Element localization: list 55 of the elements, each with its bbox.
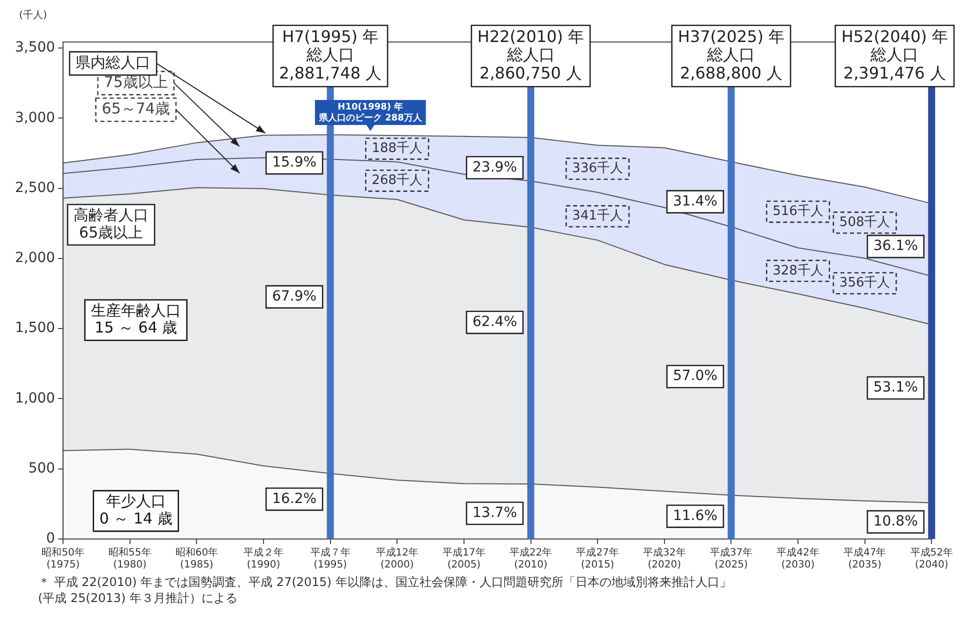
series-label: 年少人口 0 ～ 14 歳 — [99, 492, 172, 528]
x-tick-label: 平成42年 (2030) — [776, 546, 820, 571]
annotation: 31.4% — [672, 193, 718, 210]
annotation: 16.2% — [272, 490, 317, 507]
ref-line-label: H52(2040) 年総人口2,391,476 人 — [841, 26, 948, 83]
x-tick-label: 平成22年 (2010) — [509, 546, 552, 571]
y-tick-label: 3,000 — [14, 110, 56, 126]
data-label: 268千人 — [372, 173, 423, 188]
series-label: 生産年齢人口 15 ～ 64 歳 — [90, 301, 181, 337]
x-tick-label: 平成７年 (1995) — [310, 546, 350, 571]
x-tick-label: 平成32年 (2020) — [643, 546, 686, 571]
text: 75歳以上 — [104, 72, 168, 91]
y-tick-label: 2,500 — [14, 180, 56, 196]
annotation: 23.9% — [472, 159, 518, 176]
annotation: H10(1998) 年県人口のピーク 288万人 — [318, 101, 423, 124]
y-tick-label: 3,500 — [14, 40, 56, 56]
y-tick-label: 500 — [28, 460, 56, 476]
x-tick-label: 平成27年 (2015) — [576, 546, 619, 571]
data-label: 341千人 — [572, 208, 623, 224]
ref-line-label: H37(2025) 年総人口2,688,800 人 — [678, 26, 785, 83]
annotation: 67.9% — [272, 288, 317, 305]
y-tick-label: 1,500 — [14, 320, 56, 336]
annotation: 62.4% — [472, 314, 518, 330]
annotation: 10.8% — [873, 514, 918, 530]
annotation: 57.0% — [672, 368, 718, 384]
ref-line-label: H7(1995) 年総人口2,881,748 人 — [279, 26, 382, 83]
annotation: 36.1% — [873, 238, 918, 254]
text: 65～74歳 — [102, 100, 170, 118]
y-tick-label: 2,000 — [14, 250, 56, 266]
annotation: 15.9% — [272, 154, 317, 171]
x-tick-label: 平成12年 (2000) — [376, 546, 419, 571]
y-tick-label: 1,000 — [14, 390, 56, 406]
data-label: 516千人 — [772, 204, 824, 220]
x-tick-label: 平成17年 (2005) — [442, 546, 486, 571]
data-label: 508千人 — [839, 215, 890, 230]
data-label: 336千人 — [572, 161, 623, 176]
x-tick-label: 平成37年 (2025) — [710, 546, 753, 571]
annotation: 高齢者人口 65歳以上 — [74, 206, 149, 242]
x-tick-label: 平成47年 (2035) — [843, 546, 886, 571]
y-tick-label: 0 — [46, 530, 56, 547]
annotation: 県内総人口 — [76, 53, 151, 72]
annotation: 11.6% — [672, 508, 718, 524]
annotation: 53.1% — [873, 380, 918, 396]
x-tick-label: 平成52年 (2040) — [910, 546, 954, 571]
annotation: 13.7% — [472, 504, 518, 521]
ref-line-label: H22(2010) 年総人口2,860,750 人 — [477, 26, 584, 83]
x-tick-label: 昭和50年 (1975) — [42, 546, 84, 571]
x-tick-label: 昭和60年 (1985) — [175, 546, 218, 571]
data-label: 356千人 — [839, 276, 890, 291]
data-label: 188千人 — [372, 141, 423, 156]
x-tick-label: 昭和55年 (1980) — [108, 546, 152, 571]
y-axis-title: (千人) — [19, 9, 48, 21]
text: ＊ 平成 22(2010) 年までは国勢調査、平成 27(2015) 年以降は、国立社会保障・人口問題研究所「日本の地域別将来推計人口」 (平成 25(2013) 年３月推計）による — [38, 574, 732, 606]
x-tick-label: 平成２年 (1990) — [244, 546, 284, 571]
data-label: 328千人 — [772, 263, 824, 278]
